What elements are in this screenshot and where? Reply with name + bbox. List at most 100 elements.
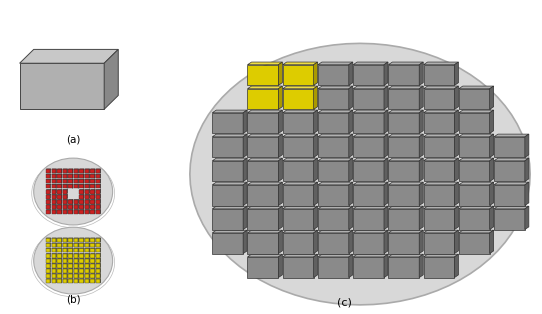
Polygon shape: [68, 184, 73, 185]
Polygon shape: [85, 209, 89, 210]
Polygon shape: [419, 134, 423, 157]
Polygon shape: [494, 206, 529, 209]
Polygon shape: [248, 62, 282, 65]
Polygon shape: [74, 179, 78, 183]
Polygon shape: [79, 248, 83, 252]
Polygon shape: [248, 158, 282, 161]
Polygon shape: [353, 230, 388, 233]
Polygon shape: [68, 243, 73, 247]
Polygon shape: [212, 110, 247, 113]
Polygon shape: [63, 273, 68, 274]
Polygon shape: [68, 209, 73, 210]
Polygon shape: [212, 233, 243, 254]
Polygon shape: [279, 86, 282, 109]
Polygon shape: [384, 182, 388, 206]
Polygon shape: [459, 89, 489, 109]
Polygon shape: [74, 254, 78, 257]
Polygon shape: [212, 206, 247, 209]
Polygon shape: [63, 264, 67, 268]
Polygon shape: [63, 185, 67, 188]
Polygon shape: [63, 200, 67, 204]
Polygon shape: [57, 264, 61, 268]
Polygon shape: [51, 169, 56, 173]
Polygon shape: [423, 206, 459, 209]
Polygon shape: [79, 169, 83, 173]
Polygon shape: [79, 273, 84, 274]
Polygon shape: [459, 110, 494, 113]
Polygon shape: [74, 264, 78, 268]
Polygon shape: [279, 134, 282, 157]
Polygon shape: [419, 206, 423, 230]
Polygon shape: [384, 254, 388, 278]
Polygon shape: [85, 199, 89, 200]
Polygon shape: [283, 206, 318, 209]
Polygon shape: [68, 264, 73, 268]
Polygon shape: [51, 174, 56, 178]
Polygon shape: [85, 179, 89, 183]
Polygon shape: [318, 158, 353, 161]
Polygon shape: [96, 209, 101, 210]
Polygon shape: [74, 269, 78, 273]
Polygon shape: [85, 200, 89, 204]
Polygon shape: [283, 137, 314, 157]
Polygon shape: [51, 184, 56, 185]
Polygon shape: [46, 274, 50, 278]
Polygon shape: [96, 179, 100, 183]
Polygon shape: [51, 279, 56, 283]
Polygon shape: [243, 230, 247, 254]
Polygon shape: [85, 174, 89, 178]
Polygon shape: [423, 158, 459, 161]
Polygon shape: [525, 182, 529, 206]
Polygon shape: [314, 158, 318, 181]
Polygon shape: [57, 210, 61, 214]
Polygon shape: [489, 158, 494, 181]
Polygon shape: [318, 209, 349, 230]
Polygon shape: [279, 230, 282, 254]
Polygon shape: [68, 273, 73, 274]
Polygon shape: [423, 137, 454, 157]
Polygon shape: [51, 238, 56, 242]
Polygon shape: [279, 110, 282, 133]
Polygon shape: [91, 259, 95, 263]
Polygon shape: [454, 110, 459, 133]
Polygon shape: [91, 189, 95, 190]
Polygon shape: [79, 185, 83, 188]
Polygon shape: [96, 194, 101, 195]
Polygon shape: [212, 134, 247, 137]
Polygon shape: [46, 184, 51, 185]
Polygon shape: [248, 206, 282, 209]
Polygon shape: [96, 258, 101, 259]
Polygon shape: [91, 190, 95, 193]
Polygon shape: [91, 264, 95, 268]
Polygon shape: [353, 134, 388, 137]
Polygon shape: [91, 204, 95, 205]
Polygon shape: [96, 238, 100, 242]
Polygon shape: [248, 161, 279, 181]
Polygon shape: [57, 273, 62, 274]
Polygon shape: [74, 185, 78, 188]
Polygon shape: [51, 243, 56, 247]
Polygon shape: [353, 62, 388, 65]
Polygon shape: [85, 190, 89, 193]
Polygon shape: [314, 134, 318, 157]
Polygon shape: [243, 206, 247, 230]
Polygon shape: [68, 174, 73, 178]
Polygon shape: [85, 184, 89, 185]
Polygon shape: [314, 182, 318, 206]
Polygon shape: [389, 86, 423, 89]
Polygon shape: [389, 209, 419, 230]
Polygon shape: [318, 182, 353, 185]
Polygon shape: [51, 268, 56, 269]
Polygon shape: [91, 238, 95, 242]
Polygon shape: [96, 269, 100, 273]
Polygon shape: [318, 137, 349, 157]
Polygon shape: [96, 263, 101, 264]
Polygon shape: [96, 174, 100, 178]
Polygon shape: [389, 254, 423, 257]
Polygon shape: [494, 158, 529, 161]
Polygon shape: [423, 86, 459, 89]
Text: (b): (b): [66, 295, 80, 305]
Polygon shape: [419, 254, 423, 278]
Polygon shape: [46, 253, 51, 254]
Polygon shape: [454, 206, 459, 230]
